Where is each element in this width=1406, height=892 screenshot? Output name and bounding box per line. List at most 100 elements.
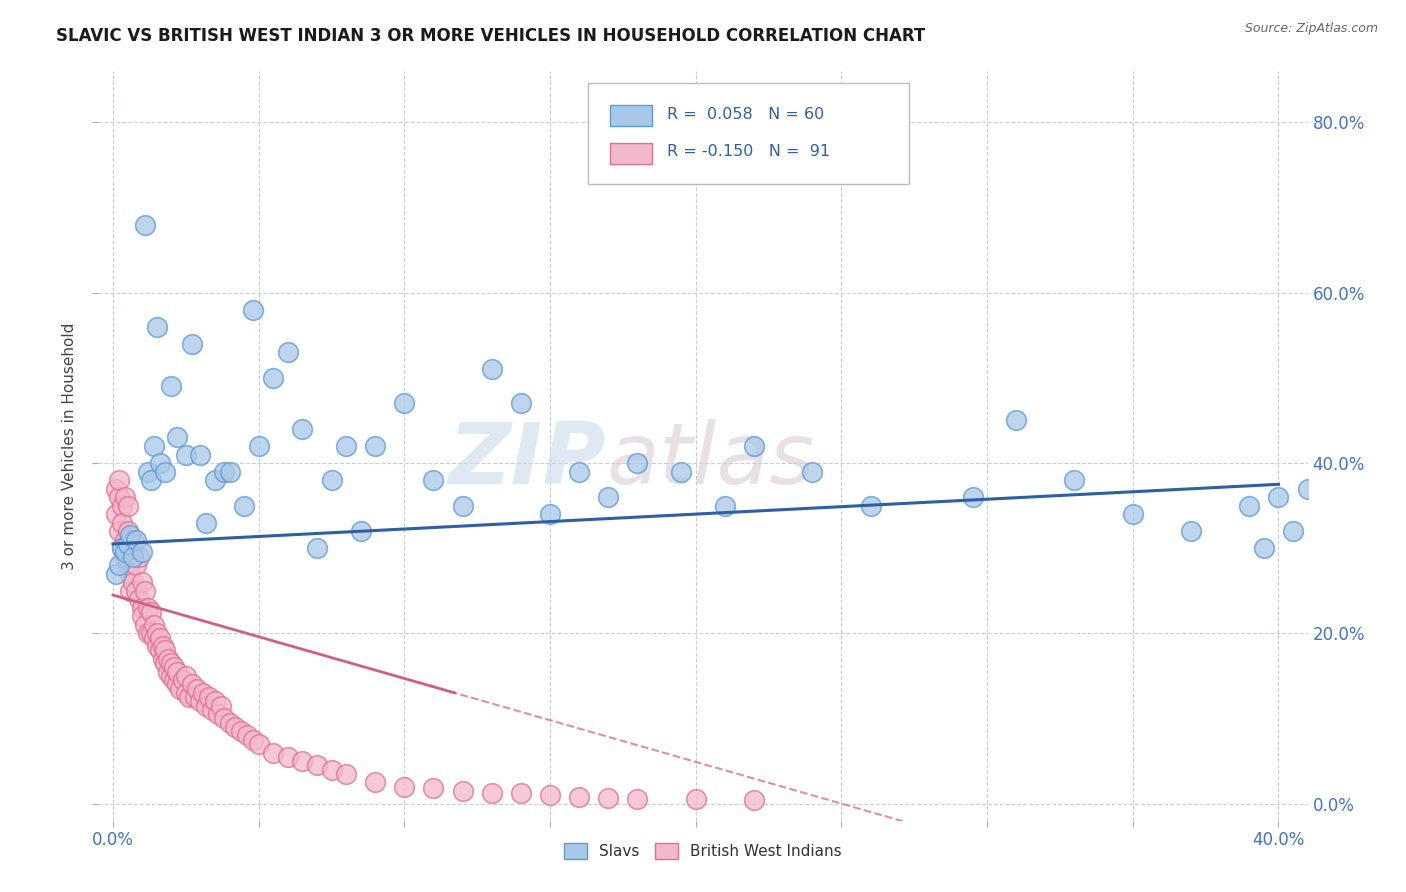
- Point: [262, 371, 284, 385]
- Point: [481, 362, 503, 376]
- Point: [131, 609, 153, 624]
- Text: Source: ZipAtlas.com: Source: ZipAtlas.com: [1244, 22, 1378, 36]
- Point: [177, 690, 200, 705]
- FancyBboxPatch shape: [588, 83, 908, 184]
- Point: [685, 792, 707, 806]
- Point: [212, 711, 235, 725]
- Point: [626, 456, 648, 470]
- Text: SLAVIC VS BRITISH WEST INDIAN 3 OR MORE VEHICLES IN HOUSEHOLD CORRELATION CHART: SLAVIC VS BRITISH WEST INDIAN 3 OR MORE …: [56, 27, 925, 45]
- Point: [247, 737, 270, 751]
- Point: [117, 537, 139, 551]
- Point: [134, 583, 156, 598]
- Point: [218, 465, 240, 479]
- Point: [125, 533, 148, 547]
- Point: [1296, 482, 1319, 496]
- Point: [142, 439, 165, 453]
- Point: [204, 694, 226, 708]
- Y-axis label: 3 or more Vehicles in Household: 3 or more Vehicles in Household: [62, 322, 77, 570]
- Legend: Slavs, British West Indians: Slavs, British West Indians: [558, 838, 848, 865]
- Point: [218, 715, 240, 730]
- Point: [145, 319, 167, 334]
- Point: [209, 698, 232, 713]
- Point: [125, 558, 148, 573]
- Point: [451, 499, 474, 513]
- Point: [305, 541, 328, 556]
- Point: [114, 545, 136, 559]
- Point: [108, 558, 131, 573]
- Point: [321, 763, 343, 777]
- Point: [242, 732, 264, 747]
- Point: [198, 690, 221, 705]
- Point: [224, 720, 246, 734]
- Point: [1122, 507, 1144, 521]
- Point: [291, 422, 314, 436]
- Point: [104, 482, 127, 496]
- Point: [152, 652, 174, 666]
- Point: [136, 465, 159, 479]
- Point: [108, 524, 131, 538]
- Point: [364, 775, 387, 789]
- Point: [114, 549, 136, 564]
- Point: [669, 465, 692, 479]
- Point: [174, 686, 197, 700]
- Point: [139, 605, 162, 619]
- Point: [481, 786, 503, 800]
- Point: [247, 439, 270, 453]
- Point: [231, 724, 253, 739]
- Point: [186, 681, 208, 696]
- Bar: [610, 105, 652, 126]
- Point: [277, 749, 299, 764]
- Point: [451, 784, 474, 798]
- Point: [145, 639, 167, 653]
- Point: [174, 669, 197, 683]
- Point: [157, 652, 180, 666]
- Point: [538, 507, 561, 521]
- Point: [190, 694, 212, 708]
- Point: [122, 549, 145, 564]
- Point: [183, 690, 205, 705]
- Point: [195, 516, 218, 530]
- Point: [195, 698, 218, 713]
- Point: [169, 681, 191, 696]
- Point: [207, 707, 229, 722]
- Point: [104, 507, 127, 521]
- Point: [149, 631, 172, 645]
- Point: [120, 566, 142, 581]
- Point: [172, 673, 194, 688]
- Point: [598, 490, 620, 504]
- Point: [136, 600, 159, 615]
- Point: [104, 566, 127, 581]
- Point: [193, 686, 215, 700]
- Point: [149, 643, 172, 657]
- Point: [742, 439, 765, 453]
- Point: [598, 790, 620, 805]
- Point: [538, 788, 561, 802]
- Point: [155, 465, 177, 479]
- Point: [134, 218, 156, 232]
- Point: [364, 439, 387, 453]
- Point: [108, 473, 131, 487]
- Point: [163, 673, 186, 688]
- Point: [742, 793, 765, 807]
- Point: [166, 430, 188, 444]
- Point: [128, 549, 150, 564]
- Point: [242, 302, 264, 317]
- Point: [859, 499, 882, 513]
- Point: [128, 592, 150, 607]
- Point: [190, 448, 212, 462]
- Point: [131, 545, 153, 559]
- Point: [180, 336, 202, 351]
- Point: [714, 499, 737, 513]
- Point: [233, 499, 256, 513]
- Point: [117, 524, 139, 538]
- Point: [1180, 524, 1202, 538]
- Point: [142, 631, 165, 645]
- Point: [335, 767, 357, 781]
- Point: [139, 473, 162, 487]
- Point: [321, 473, 343, 487]
- Point: [422, 473, 444, 487]
- Point: [108, 490, 131, 504]
- Point: [122, 575, 145, 590]
- Point: [111, 541, 134, 556]
- Point: [568, 789, 591, 804]
